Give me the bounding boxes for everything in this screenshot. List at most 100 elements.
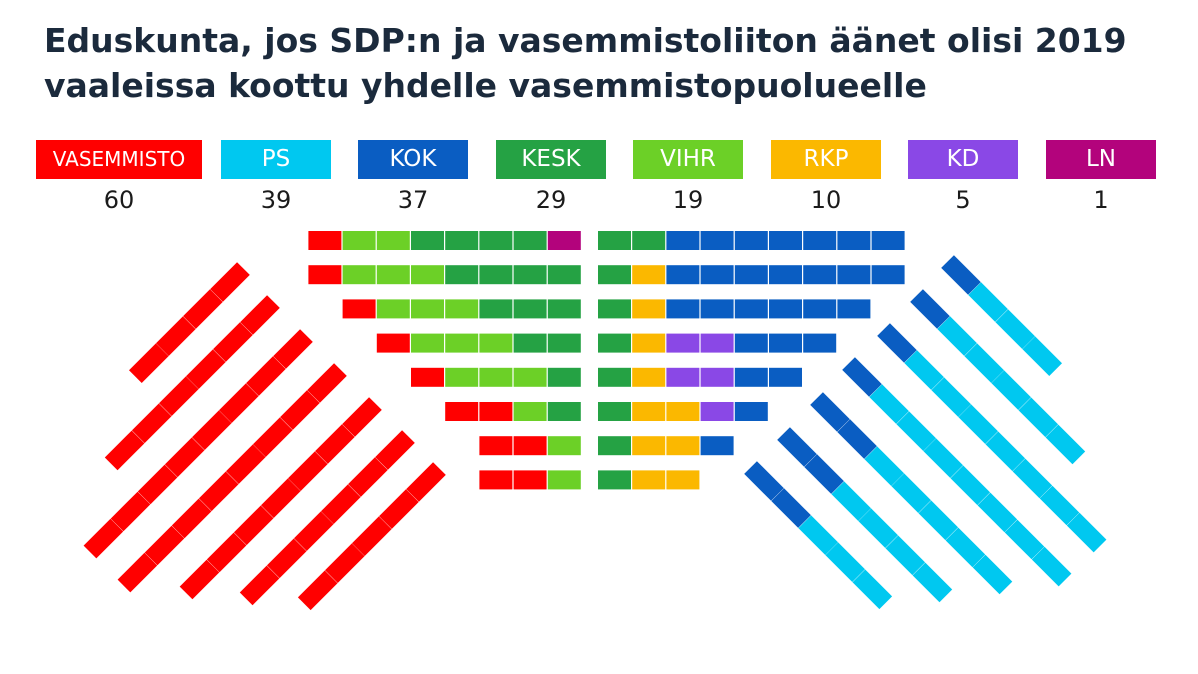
seat-vasemmisto-125 — [261, 478, 301, 518]
seat-kd-87 — [700, 402, 734, 421]
seat-rkp-95 — [666, 470, 700, 490]
seat-vasemmisto-126 — [233, 505, 274, 546]
seat-kesk-89 — [598, 436, 631, 456]
seat-kok-58 — [734, 265, 768, 285]
seat-ln-8 — [547, 231, 581, 250]
seat-kesk-46 — [632, 231, 666, 250]
seat-vihr-33 — [513, 367, 547, 387]
seat-kok-66 — [700, 299, 734, 319]
seat-kesk-29 — [547, 333, 581, 353]
seat-kok-167 — [837, 419, 877, 459]
seat-vihr-12 — [411, 265, 444, 285]
seat-kesk-4 — [411, 231, 444, 250]
seat-rkp-64 — [632, 299, 666, 319]
seat-kesk-71 — [598, 333, 631, 353]
seat-vasemmisto-128 — [179, 559, 220, 600]
seat-kok-48 — [700, 231, 734, 250]
seat-vasemmisto-124 — [288, 451, 328, 491]
seat-vasemmisto-112 — [110, 491, 151, 532]
seat-vasemmisto-100 — [240, 295, 280, 335]
seat-vasemmisto-39 — [479, 436, 513, 456]
seat-vasemmisto-137 — [352, 516, 392, 556]
seat-vasemmisto-104 — [131, 403, 172, 444]
seat-vasemmisto-115 — [280, 390, 320, 430]
seat-vasemmisto-102 — [186, 349, 226, 389]
seat-vihr-25 — [411, 333, 444, 353]
seat-ps-142 — [995, 309, 1035, 349]
seat-kesk-63 — [598, 299, 631, 319]
seat-ps-148 — [1018, 397, 1059, 438]
seat-vasemmisto-97 — [183, 289, 223, 329]
seat-kesk-84 — [598, 402, 631, 421]
seat-ps-160 — [896, 411, 936, 451]
seat-kok-77 — [803, 333, 837, 353]
seat-kesk-54 — [598, 265, 631, 285]
seat-vihr-37 — [513, 402, 547, 421]
seat-vasemmisto-111 — [137, 464, 178, 505]
seat-kok-52 — [837, 231, 871, 250]
seat-vasemmisto-108 — [219, 383, 259, 423]
seat-vihr-41 — [547, 436, 581, 456]
seat-ps-156 — [1039, 485, 1080, 526]
seat-kok-88 — [734, 402, 768, 421]
seat-vasemmisto-1 — [308, 231, 342, 250]
seat-ps-154 — [985, 431, 1026, 472]
seat-kesk-15 — [513, 265, 547, 285]
chart-title-line-2: vaaleissa koottu yhdelle vasemmistopuolu… — [44, 66, 927, 105]
seat-vasemmisto-109 — [192, 410, 232, 450]
seat-kok-51 — [803, 231, 837, 250]
seat-vasemmisto-9 — [308, 265, 342, 285]
seat-ps-153 — [958, 404, 998, 444]
seat-kok-144 — [910, 289, 950, 329]
seat-vasemmisto-123 — [315, 424, 355, 464]
seat-kesk-14 — [479, 265, 513, 285]
seat-ps-152 — [931, 377, 971, 417]
chart-title-line-1: Eduskunta, jos SDP:n ja vasemmistoliiton… — [44, 21, 1127, 60]
seat-ps-172 — [972, 554, 1013, 595]
seat-vasemmisto-129 — [375, 430, 415, 470]
seat-ps-147 — [991, 370, 1031, 410]
seat-kd-81 — [700, 367, 734, 387]
seat-kok-75 — [734, 333, 768, 353]
seat-vasemmisto-106 — [273, 329, 313, 369]
seat-rkp-72 — [632, 333, 666, 353]
seat-vasemmisto-119 — [171, 498, 212, 539]
seat-kok-83 — [769, 367, 802, 387]
seat-kok-47 — [666, 231, 700, 250]
seat-kok-158 — [842, 357, 882, 397]
seat-vasemmisto-35 — [445, 402, 479, 421]
seat-ps-178 — [912, 562, 953, 603]
seat-kesk-5 — [445, 231, 479, 250]
seat-vasemmisto-134 — [239, 565, 280, 606]
seat-kesk-93 — [598, 470, 631, 490]
seat-kok-173 — [777, 427, 817, 467]
seat-kok-61 — [837, 265, 871, 285]
seat-rkp-85 — [632, 402, 666, 421]
seat-vihr-20 — [445, 299, 479, 319]
seat-vihr-27 — [479, 333, 513, 353]
seat-kok-150 — [877, 323, 917, 363]
seat-kok-67 — [734, 299, 768, 319]
seat-ps-162 — [950, 465, 991, 506]
seat-kok-50 — [769, 231, 802, 250]
seat-vasemmisto-118 — [198, 471, 239, 512]
seat-vasemmisto-116 — [253, 417, 293, 457]
seat-kok-62 — [871, 265, 905, 285]
seat-vihr-26 — [445, 333, 479, 353]
seat-ps-159 — [869, 384, 909, 424]
seat-kok-82 — [734, 367, 768, 387]
seat-vasemmisto-133 — [266, 538, 307, 579]
seat-kok-60 — [803, 265, 837, 285]
seat-ps-165 — [1031, 546, 1072, 587]
seat-vasemmisto-138 — [325, 543, 365, 583]
seat-rkp-91 — [666, 436, 700, 456]
seat-kesk-16 — [547, 265, 581, 285]
seat-kok-180 — [771, 488, 811, 528]
seat-ps-175 — [831, 481, 871, 521]
seat-ps-169 — [891, 473, 931, 513]
seat-vasemmisto-17 — [342, 299, 376, 319]
seat-kesk-34 — [547, 367, 581, 387]
seat-kesk-7 — [513, 231, 547, 250]
seat-ps-183 — [852, 569, 893, 610]
seat-vasemmisto-103 — [159, 376, 199, 416]
